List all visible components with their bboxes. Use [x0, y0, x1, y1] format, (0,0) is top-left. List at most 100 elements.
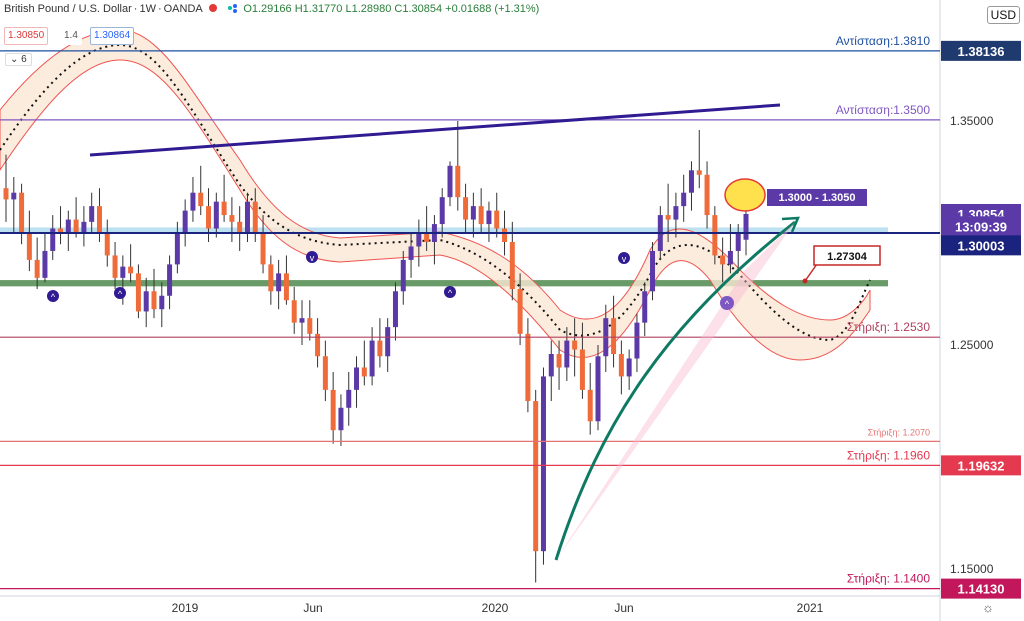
candle-body: [400, 259, 406, 292]
candle-body: [735, 233, 741, 251]
candle-body: [595, 356, 601, 422]
curve-arrowhead: [781, 216, 800, 233]
candle-body: [650, 250, 656, 292]
candle-body: [509, 241, 515, 290]
candle-body: [190, 192, 196, 211]
cluster-dots-icon[interactable]: [227, 3, 238, 13]
candle-body: [720, 255, 726, 265]
candle-body: [73, 219, 79, 234]
candle-body: [252, 201, 258, 234]
zones: [0, 227, 888, 287]
candle-body: [268, 264, 274, 292]
indicator-toggle[interactable]: ⌄ 6: [5, 53, 32, 66]
candle-body: [712, 215, 718, 256]
candle-body: [159, 295, 165, 310]
candle-body: [525, 333, 531, 402]
candle-body: [424, 233, 430, 242]
resistance-trendline[interactable]: [89, 103, 781, 157]
candle-body: [463, 197, 469, 220]
candle-body: [135, 273, 141, 312]
symbol-name[interactable]: British Pound / U.S. Dollar: [4, 3, 132, 15]
level-label: Στήριξη: 1.2530: [847, 320, 930, 334]
candle-body: [392, 291, 398, 328]
broker: OANDA: [163, 3, 203, 15]
price-label-text: 13:09:39: [955, 219, 1007, 234]
candle-body: [533, 401, 539, 552]
sell-price-chip[interactable]: 1.30850: [4, 27, 49, 45]
candle-body: [385, 327, 391, 357]
alert-circle-icon[interactable]: [208, 3, 218, 13]
price-label-bg: [941, 40, 1021, 61]
arrow-marker[interactable]: ^: [47, 290, 59, 302]
candle-body: [439, 197, 445, 225]
candle-body: [237, 221, 243, 234]
candle-body: [206, 206, 212, 229]
arrow-marker[interactable]: v: [306, 251, 318, 263]
candle-body: [330, 389, 336, 431]
candle-body: [618, 354, 624, 377]
candle-body: [81, 221, 87, 234]
candle-body: [688, 170, 694, 193]
chevron-down-icon: ⌄: [10, 54, 19, 65]
candle-body: [743, 213, 749, 240]
range-annotation-box[interactable]: [767, 189, 867, 206]
price-label-text: 1.19632: [958, 458, 1005, 473]
levels: Αντίσταση:1.3810 Αντίσταση:1.3500 Στήριξη:…: [0, 34, 940, 590]
svg-text:^: ^: [51, 292, 56, 302]
support-curve[interactable]: [554, 220, 796, 561]
candle-body: [494, 210, 500, 229]
chart-legend: British Pound / U.S. Dollar · 1W · OANDA O1.…: [4, 3, 540, 15]
price-axis-labels: 1.381361.3085413:09:391.300031.196321.14…: [941, 40, 1021, 599]
target-annotation-box[interactable]: [813, 245, 881, 266]
level-label: Στήριξη: 1.1960: [847, 448, 930, 462]
candle-body: [182, 210, 188, 234]
target-pointer-line: [804, 263, 818, 282]
candle-body: [408, 246, 414, 260]
candle-body: [696, 170, 702, 175]
candle-body: [564, 340, 570, 368]
target-annotation-text: 1.27304: [827, 251, 868, 263]
candle-body: [369, 340, 375, 377]
candle-body: [315, 333, 321, 357]
candle-body: [626, 358, 632, 377]
price-label-bg: [941, 216, 1021, 237]
highlight-ellipse[interactable]: [724, 178, 766, 212]
arrow-marker[interactable]: ^: [444, 286, 456, 298]
arrow-marker[interactable]: ^: [114, 287, 126, 299]
candle-body: [11, 192, 17, 200]
candle-body: [377, 340, 383, 357]
candle-body: [361, 367, 367, 377]
gear-icon[interactable]: ☼: [982, 600, 994, 615]
ohlc-values: O1.29166 H1.31770 L1.28980 C1.30854 +0.0…: [243, 3, 540, 15]
candle-body: [642, 291, 648, 323]
price-label-text: 1.14130: [958, 582, 1005, 597]
candle-body: [455, 165, 461, 198]
svg-text:v: v: [622, 254, 627, 264]
candle-body: [58, 228, 64, 234]
candle-body: [104, 233, 110, 256]
candle-body: [260, 233, 266, 265]
currency-selector[interactable]: USD: [986, 6, 1020, 24]
candle-body: [34, 259, 40, 278]
candle-body: [681, 192, 687, 207]
buy-price-chip[interactable]: 1.30864: [90, 27, 135, 45]
candle-body: [174, 233, 180, 265]
price-label-bg: [941, 235, 1021, 256]
candle-body: [322, 356, 328, 390]
x-tick-label: Jun: [614, 601, 633, 615]
candle-body: [346, 389, 352, 408]
price-label-text: 1.38136: [958, 44, 1005, 59]
x-tick-label: 2019: [172, 601, 199, 615]
arrow-marker[interactable]: v: [618, 252, 630, 264]
arrow-marker[interactable]: ^: [720, 296, 734, 310]
candle-body: [299, 318, 305, 323]
zone-band: [0, 227, 888, 234]
candle-body: [447, 165, 453, 198]
range-annotation-text: 1.3000 - 1.3050: [778, 192, 855, 204]
candle-body: [3, 188, 9, 200]
interval[interactable]: 1W: [139, 3, 156, 15]
x-tick-label: 2021: [797, 601, 824, 615]
candle-body: [579, 349, 585, 390]
